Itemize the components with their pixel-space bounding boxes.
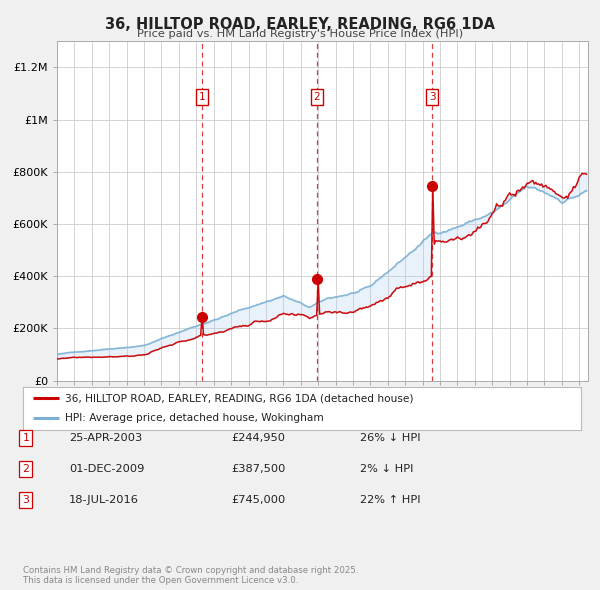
Text: 3: 3	[22, 496, 29, 505]
Text: £745,000: £745,000	[231, 496, 285, 505]
Text: Contains HM Land Registry data © Crown copyright and database right 2025.
This d: Contains HM Land Registry data © Crown c…	[23, 566, 358, 585]
Text: 2% ↓ HPI: 2% ↓ HPI	[360, 464, 413, 474]
Text: 2: 2	[22, 464, 29, 474]
Text: £387,500: £387,500	[231, 464, 286, 474]
Text: 18-JUL-2016: 18-JUL-2016	[69, 496, 139, 505]
Text: 2: 2	[313, 93, 320, 103]
Text: 36, HILLTOP ROAD, EARLEY, READING, RG6 1DA: 36, HILLTOP ROAD, EARLEY, READING, RG6 1…	[105, 17, 495, 31]
Text: 26% ↓ HPI: 26% ↓ HPI	[360, 433, 421, 442]
Text: 1: 1	[22, 433, 29, 442]
Text: 1: 1	[199, 93, 205, 103]
Text: 3: 3	[429, 93, 436, 103]
Text: 25-APR-2003: 25-APR-2003	[69, 433, 142, 442]
Text: 22% ↑ HPI: 22% ↑ HPI	[360, 496, 421, 505]
Text: Price paid vs. HM Land Registry's House Price Index (HPI): Price paid vs. HM Land Registry's House …	[137, 29, 463, 39]
Text: 36, HILLTOP ROAD, EARLEY, READING, RG6 1DA (detached house): 36, HILLTOP ROAD, EARLEY, READING, RG6 1…	[65, 393, 413, 403]
Text: HPI: Average price, detached house, Wokingham: HPI: Average price, detached house, Woki…	[65, 414, 323, 424]
Text: £244,950: £244,950	[231, 433, 285, 442]
Text: 01-DEC-2009: 01-DEC-2009	[69, 464, 145, 474]
